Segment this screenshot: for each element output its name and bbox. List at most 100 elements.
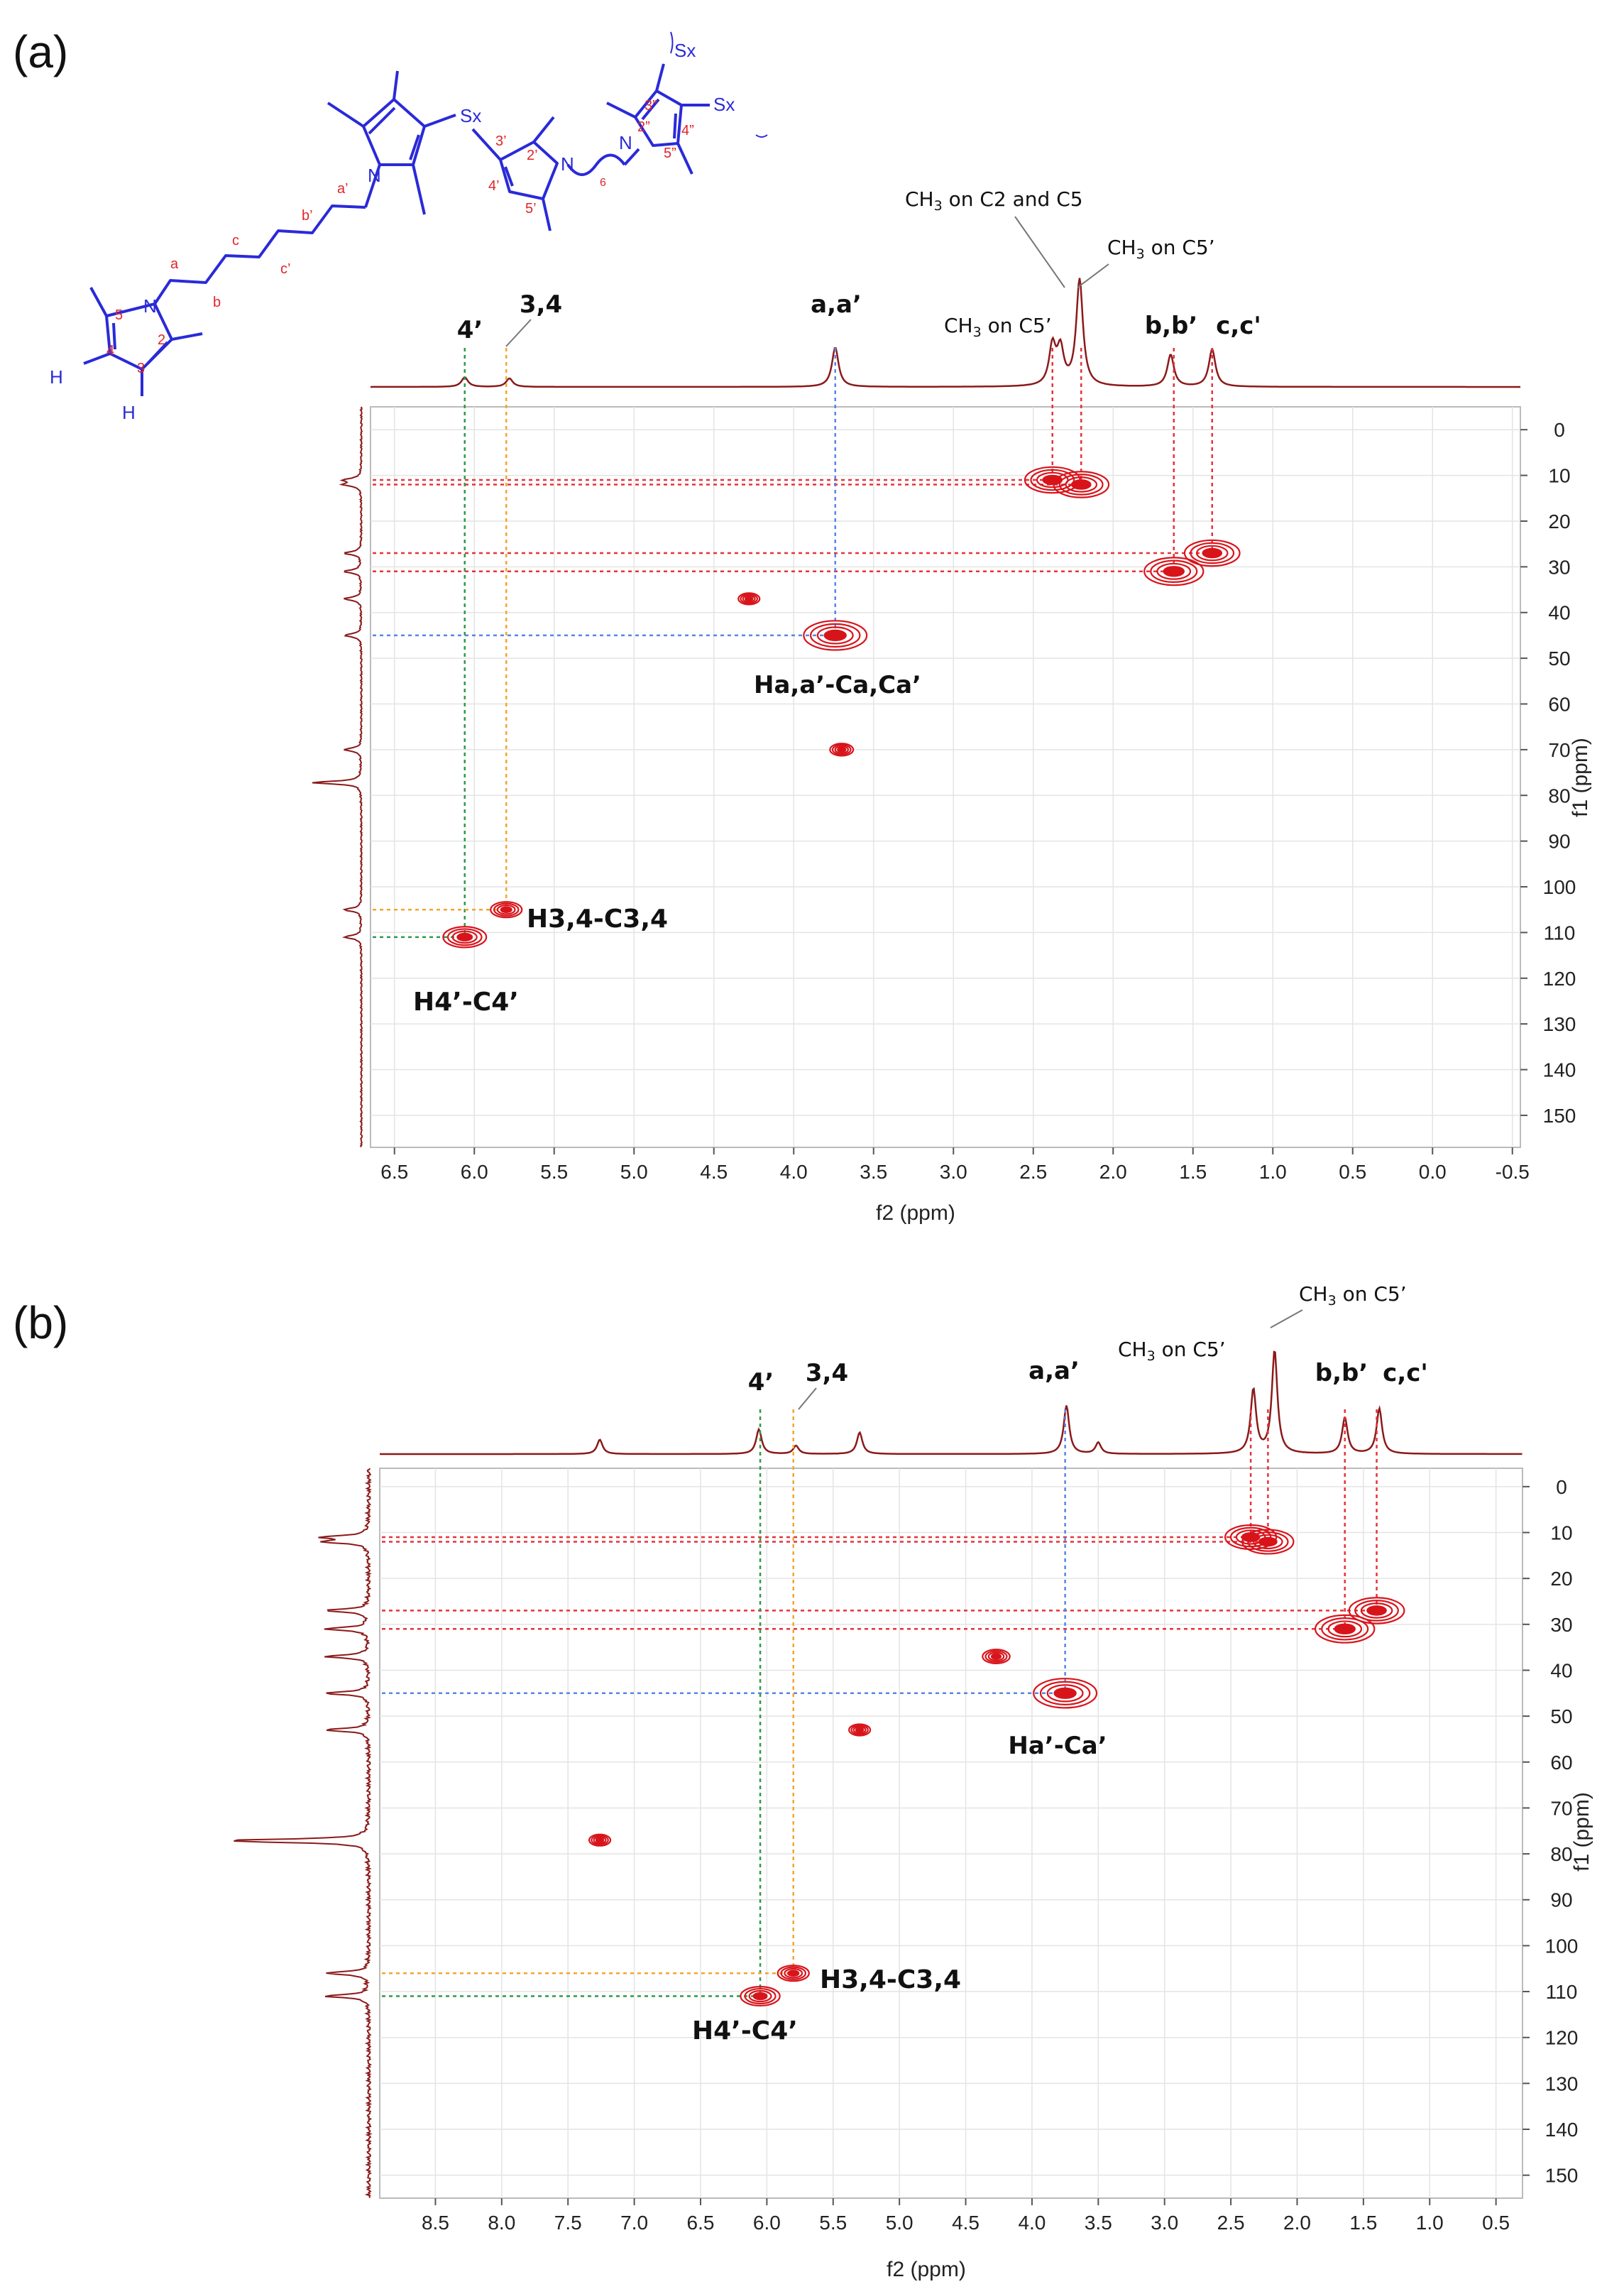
a-cross-peak xyxy=(1053,471,1110,498)
b-cross-peak xyxy=(588,1833,612,1847)
a-x-tick-label: 4.0 xyxy=(780,1161,808,1183)
b-cross-peak-contour xyxy=(1053,1687,1077,1699)
b-cross-peak-contour xyxy=(787,1970,800,1977)
b-y-tick-label: 20 xyxy=(1550,1568,1572,1590)
b-cross-peak-contour xyxy=(1360,1602,1393,1619)
b-ch3-c5p-leader xyxy=(1270,1309,1303,1328)
a-y-tick-label: 100 xyxy=(1543,876,1576,898)
a-cross-peak-contour xyxy=(742,594,756,603)
b-peak-label-cc: c,c' xyxy=(1383,1359,1428,1387)
b-y-tick-label: 70 xyxy=(1550,1797,1572,1819)
a-x-tick-label: 3.0 xyxy=(940,1161,967,1183)
a-cross-peak-contour xyxy=(446,928,483,946)
b-cross-peak-contour xyxy=(593,1836,607,1845)
b-cross-peak-contour xyxy=(1224,1524,1278,1551)
b-peak-label-aa: a,a’ xyxy=(1028,1357,1080,1385)
b-x-tick-label: 8.5 xyxy=(422,2212,449,2234)
b-34-leader xyxy=(798,1387,817,1410)
atom-n4: N xyxy=(619,132,632,153)
a-x-tick-label: 5.0 xyxy=(620,1161,648,1183)
a-cross-peak-contour xyxy=(740,594,759,604)
a-x-tick-label: 2.5 xyxy=(1019,1161,1047,1183)
b-cross-peak-contour xyxy=(777,1965,810,1982)
a-x-tick-label: 4.5 xyxy=(700,1161,728,1183)
a-peak-label-cc: c,c' xyxy=(1216,312,1261,340)
b-cross-peak-contour xyxy=(1354,1600,1399,1622)
a-y-tick-label: 60 xyxy=(1548,693,1570,715)
a-x-tick-label: 3.5 xyxy=(860,1161,887,1183)
b-x-tick-label: 7.0 xyxy=(620,2212,648,2234)
ring-num-5p: 5’ xyxy=(525,201,537,217)
b-y-axis-label: f1 (ppm) xyxy=(1570,1792,1593,1872)
b-cross-peak-contour xyxy=(1241,1529,1295,1555)
b-cross-peak xyxy=(1241,1529,1295,1555)
a-cross-peak-contour xyxy=(1156,562,1192,580)
panel-a: (a) xyxy=(13,26,1592,1225)
b-x-tick-label: 1.0 xyxy=(1416,2212,1444,2234)
a-annotation-ha-ca: Ha,a’-Ca,Ca’ xyxy=(754,671,921,699)
b-cross-peak-contour xyxy=(990,1653,1002,1660)
a-cross-peak-contour xyxy=(803,620,868,651)
ring-num-3: 3 xyxy=(137,361,145,376)
atom-sx1: Sx xyxy=(460,105,481,126)
ring-num-5pp: 5” xyxy=(664,146,676,161)
b-cross-peak-contour xyxy=(984,1650,1008,1663)
a-cross-peak xyxy=(1143,557,1205,586)
a-peak-label-bb: b,b’ xyxy=(1145,312,1198,340)
a-x-tick-label: 5.5 xyxy=(540,1161,568,1183)
a-cross-peak-contour xyxy=(810,623,861,648)
a-cross-peak-contour xyxy=(442,926,488,949)
a-y-tick-label: 40 xyxy=(1548,602,1570,624)
b-cross-peak-contour xyxy=(987,1651,1005,1661)
a-34-leader xyxy=(505,319,532,347)
b-cross-peak-contour xyxy=(852,1725,867,1735)
atom-n1: N xyxy=(143,295,157,317)
b-cross-peak-contour xyxy=(595,1837,605,1843)
b-y-tick-label: 50 xyxy=(1550,1705,1572,1727)
b-annotation-ha-ca: Ha’-Ca’ xyxy=(1008,1732,1107,1760)
b-y-tick-label: 10 xyxy=(1550,1522,1572,1544)
a-y-tick-label: 110 xyxy=(1544,922,1576,944)
a-cross-peak xyxy=(737,592,761,606)
b-cross-peak xyxy=(848,1723,872,1737)
b-cross-peak-contour xyxy=(784,1967,803,1979)
b-cross-peak xyxy=(1033,1678,1098,1709)
b-y-tick-label: 110 xyxy=(1546,1981,1578,2003)
b-cross-peak-contour xyxy=(740,1986,781,2007)
b-y-tick-label: 100 xyxy=(1545,1935,1579,1957)
a-x-tick-label: 1.5 xyxy=(1179,1161,1207,1183)
b-cross-peak xyxy=(740,1986,781,2007)
ring-num-5: 5 xyxy=(115,307,123,323)
a-cross-peak-contour xyxy=(837,746,847,753)
b-cross-peak-contour xyxy=(1039,1681,1091,1705)
a-peak-label-4p: 4’ xyxy=(457,316,483,344)
a-peak-label-ch3-c2c5: CH3 on C2 and C5 xyxy=(905,187,1083,214)
a-y-tick-label: 120 xyxy=(1543,968,1576,990)
a-y-tick-label: 50 xyxy=(1548,648,1570,670)
b-x-tick-label: 7.5 xyxy=(554,2212,582,2234)
a-cross-peak-contour xyxy=(1058,474,1104,496)
b-cross-peak-contour xyxy=(591,1835,609,1846)
atom-n2: N xyxy=(368,165,381,186)
ring-num-3p: 3’ xyxy=(495,133,507,149)
a-x-tick-label: -0.5 xyxy=(1496,1161,1530,1183)
a-cross-peak-contour xyxy=(1195,545,1229,562)
ring-num-2: 2 xyxy=(158,332,165,348)
ring-num-4: 4 xyxy=(106,343,114,359)
b-cross-peak-contour xyxy=(780,1966,806,1980)
a-x-tick-label: 6.5 xyxy=(380,1161,408,1183)
molecule-labels: N N N N H H Sx Sx Sx a b c b’ c’ a’ 5 4 … xyxy=(50,40,735,423)
b-x-tick-label: 2.0 xyxy=(1283,2212,1311,2234)
a-cross-peak-contour xyxy=(1150,559,1198,584)
a-x-axis-label: f2 (ppm) xyxy=(876,1201,955,1225)
panel-a-label: (a) xyxy=(13,26,68,77)
a-cross-peak-contour xyxy=(490,901,523,919)
a-x-tick-label: 2.0 xyxy=(1099,1161,1127,1183)
chain-label-a-prime: a’ xyxy=(337,181,349,197)
a-y-tick-label: 150 xyxy=(1543,1105,1576,1127)
b-x-tick-label: 1.5 xyxy=(1349,2212,1377,2234)
b-x-axis-label: f2 (ppm) xyxy=(887,2258,966,2281)
b-y-tick-label: 80 xyxy=(1550,1843,1572,1865)
a-cross-peak-contour xyxy=(816,626,854,645)
a-cross-peak-contour xyxy=(834,745,850,754)
